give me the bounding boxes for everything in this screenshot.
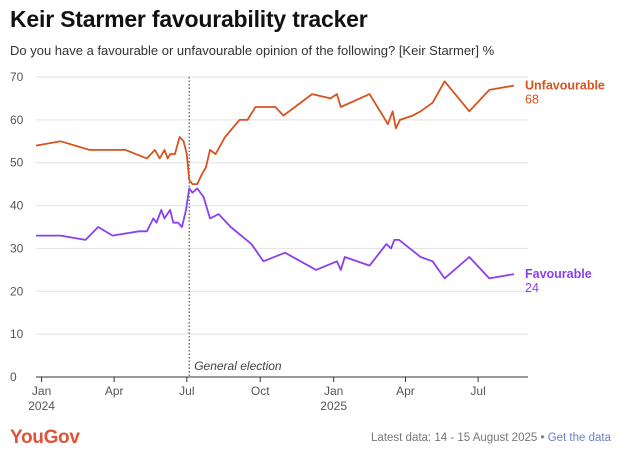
latest-data-text: Latest data: 14 - 15 August 2025 •: [371, 432, 545, 444]
unfavourable-last-value: 68: [525, 93, 539, 107]
unfavourable-line: [35, 80, 515, 185]
gridlines: [36, 76, 528, 378]
election-label: General election: [194, 359, 282, 373]
favourable-line: [36, 187, 515, 280]
series-lines: [35, 80, 515, 280]
y-tick-label: 10: [10, 327, 24, 341]
y-tick-label: 50: [10, 156, 24, 170]
y-tick-label: 30: [10, 241, 24, 255]
y-tick-label: 70: [10, 70, 24, 84]
x-tick-year: 2025: [320, 399, 347, 413]
favourable-last-value: 24: [525, 281, 539, 295]
y-tick-label: 40: [10, 199, 24, 213]
x-tick-label: Apr: [396, 384, 415, 398]
x-tick-label: Jan: [32, 384, 51, 398]
x-tick-label: Jan: [324, 384, 343, 398]
yougov-logo: YouGov: [10, 427, 80, 448]
y-tick-label: 0: [10, 370, 17, 384]
x-tick-label: Apr: [105, 384, 124, 398]
x-tick-year: 2024: [28, 399, 55, 413]
y-axis: 0 10 20 30 40 50 60 70: [10, 70, 24, 384]
x-tick-label: Jul: [179, 384, 194, 398]
chart-subtitle: Do you have a favourable or unfavourable…: [10, 43, 495, 58]
x-tick-label: Oct: [251, 384, 270, 398]
y-tick-label: 60: [10, 113, 24, 127]
footer-note: Latest data: 14 - 15 August 2025 • Get t…: [371, 432, 611, 444]
get-the-data-link[interactable]: Get the data: [547, 432, 611, 444]
unfavourable-series-label: Unfavourable: [525, 79, 605, 93]
x-tick-label: Jul: [470, 384, 485, 398]
y-tick-label: 20: [10, 284, 24, 298]
page-title: Keir Starmer favourability tracker: [10, 6, 368, 32]
election-annotation: General election: [188, 77, 282, 377]
favourable-series-label: Favourable: [525, 267, 592, 281]
